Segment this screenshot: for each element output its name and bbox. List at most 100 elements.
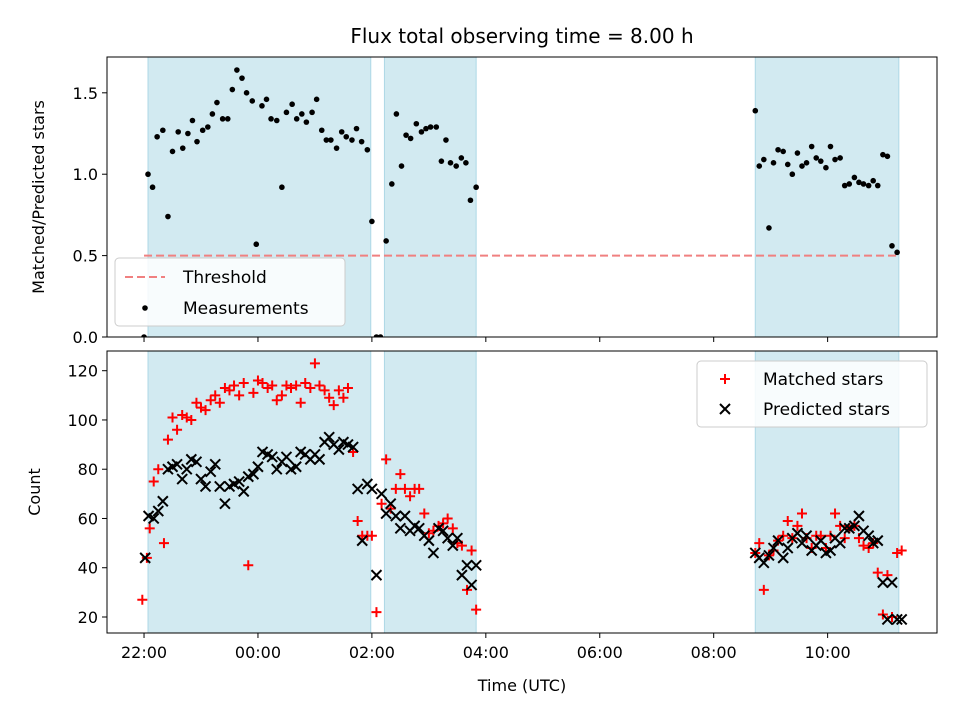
matched-star-point (366, 530, 377, 541)
matched-star-point (191, 397, 202, 408)
predicted-star-point (271, 463, 283, 475)
matched-star-point (371, 607, 382, 618)
matched-star-point (405, 491, 416, 502)
predicted-star-point (862, 530, 875, 542)
predicted-star-point (157, 495, 169, 507)
matched-star-point (257, 378, 268, 389)
measurement-point (239, 75, 245, 81)
x-tick-label: 02:00 (349, 643, 395, 662)
matched-star-point (276, 390, 287, 401)
predicted-star-point (456, 569, 468, 581)
predicted-star-point (834, 537, 846, 549)
predicted-star-point (848, 520, 861, 532)
measurement-point (832, 156, 838, 163)
measurement-point (358, 138, 365, 145)
matched-star-point (305, 382, 316, 393)
measurement-point (823, 164, 829, 171)
matched-star-point (419, 508, 430, 519)
measurement-point (160, 127, 166, 134)
predicted-star-point (351, 483, 364, 495)
matched-star-point (896, 545, 907, 556)
matched-star-point (830, 508, 841, 519)
measurement-point (328, 137, 334, 143)
measurement-point (194, 138, 200, 145)
measurement-point (851, 174, 858, 181)
matched-star-point (309, 358, 320, 369)
measurement-point (775, 146, 781, 153)
predicted-star-point (451, 532, 464, 544)
predicted-star-point (247, 468, 260, 480)
x-tick-label: 04:00 (463, 643, 509, 662)
measurement-point (141, 334, 147, 337)
matched-star-point (167, 412, 178, 423)
measurement-point (369, 218, 375, 225)
measurement-point (263, 96, 270, 103)
matched-star-point (792, 520, 803, 531)
measurement-point (827, 143, 834, 150)
matched-star-point (144, 523, 155, 534)
plot-area (137, 358, 908, 626)
measurement-point (353, 125, 360, 132)
measurement-point (813, 155, 820, 161)
matched-star-point (815, 530, 826, 541)
predicted-star-point (881, 613, 894, 626)
measurement-point (268, 116, 274, 122)
measurement-point (841, 182, 848, 189)
matched-star-point (342, 382, 353, 393)
predicted-star-point (390, 510, 402, 522)
predicted-star-point (266, 451, 278, 463)
y-axis-label: Count (25, 468, 44, 516)
matched-star-point (248, 387, 259, 398)
predicted-star-point (767, 542, 780, 554)
matched-star-point (172, 424, 183, 435)
measurement-point (453, 163, 460, 169)
matched-star-point (754, 538, 765, 549)
predicted-star-point (323, 431, 335, 443)
measurement-point (860, 181, 867, 187)
measurement-point (403, 132, 409, 138)
measurement-point (343, 133, 350, 140)
measurement-point (185, 130, 191, 137)
measurement-point (189, 117, 196, 124)
measurement-point (761, 156, 767, 163)
measurement-point (817, 158, 824, 164)
predicted-star-point (465, 579, 478, 591)
ratio-panel: 0.0 0.5 1.0 1.5 Matched/Predicted stars Thres… (29, 56, 938, 347)
measurement-point (199, 127, 206, 134)
measurement-point (398, 163, 405, 169)
observing-window-2 (383, 350, 477, 634)
measurement-point (794, 150, 801, 156)
measurement-point (447, 160, 454, 166)
measurement-point (407, 135, 414, 142)
measurement-point (884, 153, 891, 160)
measurement-point (443, 137, 449, 143)
matched-star-point (162, 434, 173, 445)
predicted-star-point (877, 576, 889, 589)
matched-star-point (778, 530, 789, 541)
measurement-point (756, 163, 763, 169)
predicted-star-point (152, 505, 164, 517)
predicted-star-point (824, 544, 837, 557)
observing-window-3 (754, 56, 900, 338)
matched-star-point (300, 378, 311, 389)
predicted-star-point (423, 534, 435, 547)
legend-label: Predicted stars (763, 400, 890, 420)
predicted-star-point (758, 557, 770, 569)
matched-star-point (243, 560, 254, 571)
predicted-star-point (233, 475, 245, 488)
measurement-point (338, 129, 345, 135)
matched-star-point (137, 594, 148, 605)
measurement-point (259, 103, 265, 109)
measurement-point (169, 148, 176, 155)
predicted-star-point (313, 453, 326, 466)
predicted-star-point (176, 473, 188, 485)
measurement-point (427, 124, 434, 130)
y-tick-label: 40 (78, 559, 98, 578)
measurement-point (293, 116, 300, 122)
predicted-star-point (763, 549, 775, 562)
matched-star-point (148, 476, 159, 487)
legend-predicted-swatch (719, 403, 731, 415)
measurement-point (273, 117, 280, 124)
matched-star-point (328, 400, 339, 411)
